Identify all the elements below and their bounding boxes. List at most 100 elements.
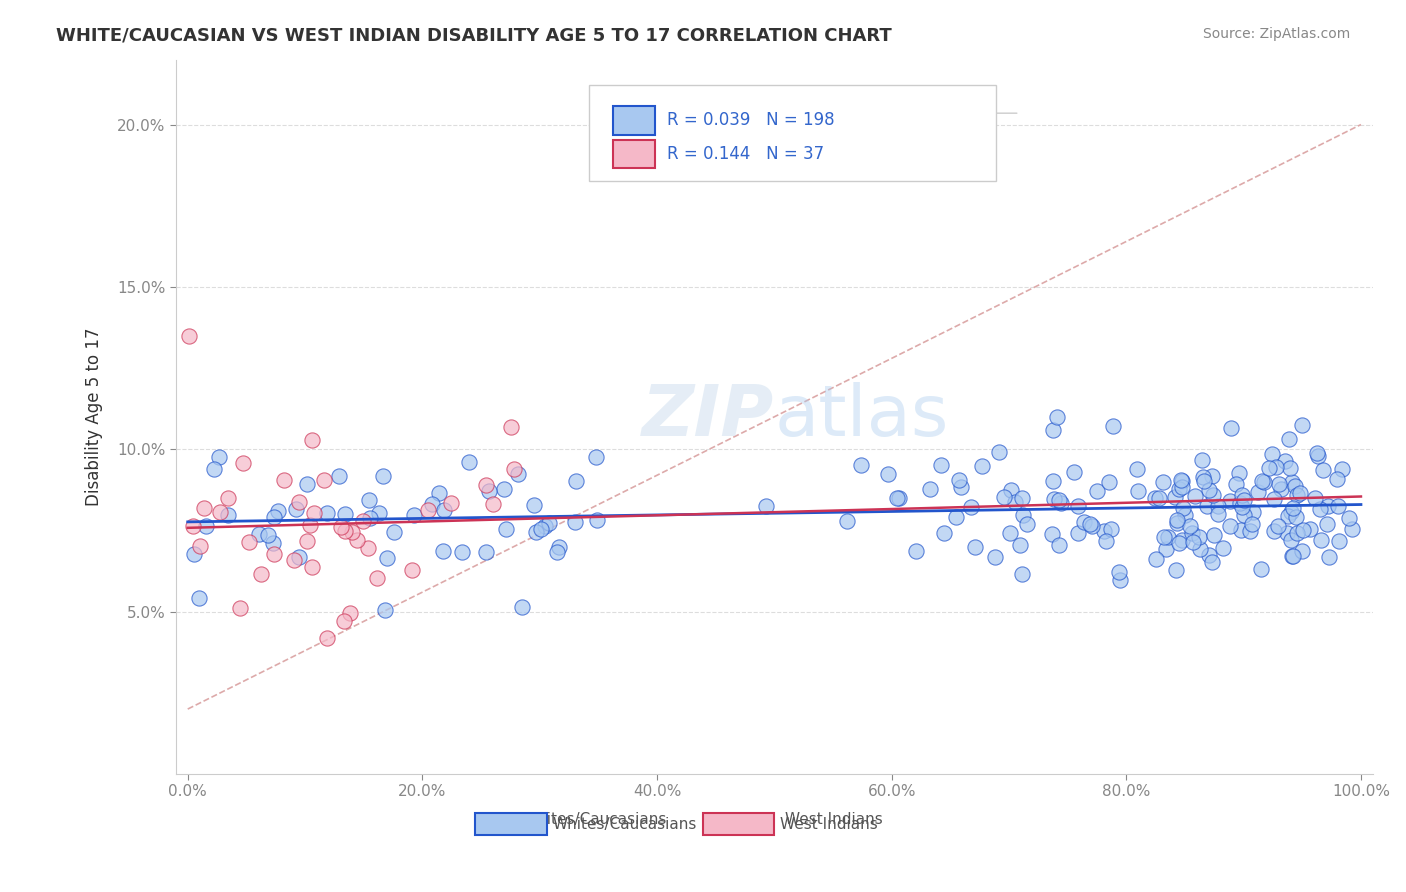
Point — [1171, 500, 1194, 515]
Point — [247, 526, 270, 541]
Point — [904, 544, 927, 558]
Point — [432, 543, 454, 558]
Point — [1219, 494, 1241, 508]
Point — [1184, 489, 1206, 503]
Bar — [475, 814, 547, 835]
Point — [416, 503, 439, 517]
Point — [475, 478, 498, 492]
Point — [478, 483, 501, 498]
Point — [1011, 566, 1033, 581]
Text: West Indians: West Indians — [786, 812, 883, 827]
Point — [1239, 524, 1261, 538]
Point — [263, 510, 285, 524]
Point — [963, 541, 986, 555]
Text: Source: ZipAtlas.com: Source: ZipAtlas.com — [1202, 27, 1350, 41]
Point — [1166, 516, 1188, 530]
Point — [1212, 541, 1234, 556]
Point — [1281, 475, 1303, 490]
Point — [1230, 487, 1253, 501]
Point — [1261, 447, 1284, 461]
Point — [1192, 470, 1215, 484]
Point — [229, 601, 252, 615]
Point — [1154, 542, 1177, 557]
Text: R = 0.039   N = 198: R = 0.039 N = 198 — [666, 112, 834, 129]
Point — [342, 524, 364, 539]
Point — [1279, 533, 1302, 547]
Text: Whites/Caucasians: Whites/Caucasians — [523, 812, 666, 827]
Point — [1085, 484, 1108, 499]
Point — [546, 545, 568, 559]
Point — [188, 539, 211, 553]
Point — [333, 507, 356, 521]
Point — [1156, 530, 1178, 544]
Point — [316, 631, 339, 645]
Point — [357, 541, 380, 556]
Point — [1308, 449, 1330, 463]
Point — [929, 458, 952, 473]
Point — [849, 458, 872, 472]
Point — [1291, 418, 1313, 433]
Point — [1073, 516, 1095, 530]
Point — [315, 506, 337, 520]
Point — [949, 480, 972, 494]
Point — [1202, 488, 1225, 502]
Point — [1279, 505, 1302, 519]
Point — [357, 492, 380, 507]
Point — [451, 545, 474, 559]
Point — [1285, 487, 1308, 501]
Point — [1042, 475, 1064, 489]
Point — [1102, 419, 1125, 434]
Point — [1229, 496, 1251, 510]
Point — [1171, 474, 1194, 488]
Point — [238, 534, 260, 549]
Point — [1011, 508, 1033, 523]
Point — [1282, 501, 1305, 516]
Point — [537, 516, 560, 531]
Point — [932, 526, 955, 541]
Point — [359, 511, 381, 525]
Point — [1042, 423, 1064, 437]
Point — [1253, 475, 1275, 490]
Y-axis label: Disability Age 5 to 17: Disability Age 5 to 17 — [86, 327, 103, 506]
Point — [1092, 524, 1115, 538]
Point — [993, 491, 1015, 505]
Point — [1126, 462, 1149, 476]
Point — [1108, 565, 1130, 579]
Point — [565, 474, 588, 488]
Point — [1191, 453, 1213, 467]
Point — [1095, 534, 1118, 549]
Point — [1303, 491, 1326, 506]
Point — [1258, 460, 1281, 475]
Point — [257, 527, 280, 541]
Point — [1043, 491, 1066, 506]
Point — [1219, 519, 1241, 533]
Point — [1263, 524, 1285, 538]
Point — [1099, 522, 1122, 536]
Point — [295, 534, 318, 549]
Text: ZIP: ZIP — [643, 383, 775, 451]
Text: West Indians: West Indians — [780, 816, 879, 831]
Point — [374, 603, 396, 617]
Point — [585, 513, 607, 527]
Point — [332, 614, 354, 628]
Point — [1310, 533, 1333, 547]
Point — [1181, 535, 1204, 549]
Point — [295, 476, 318, 491]
Point — [1330, 462, 1353, 476]
Point — [1291, 543, 1313, 558]
Point — [1098, 475, 1121, 489]
Point — [1147, 491, 1170, 505]
Point — [1292, 524, 1315, 538]
Point — [1267, 518, 1289, 533]
Point — [1225, 477, 1247, 491]
Point — [1241, 517, 1264, 532]
Point — [506, 467, 529, 482]
Point — [1270, 483, 1292, 497]
Point — [585, 450, 607, 464]
Point — [1000, 483, 1022, 497]
Point — [273, 473, 295, 487]
Point — [1208, 507, 1230, 521]
Point — [1275, 526, 1298, 541]
Point — [1198, 548, 1220, 562]
Point — [288, 550, 311, 565]
